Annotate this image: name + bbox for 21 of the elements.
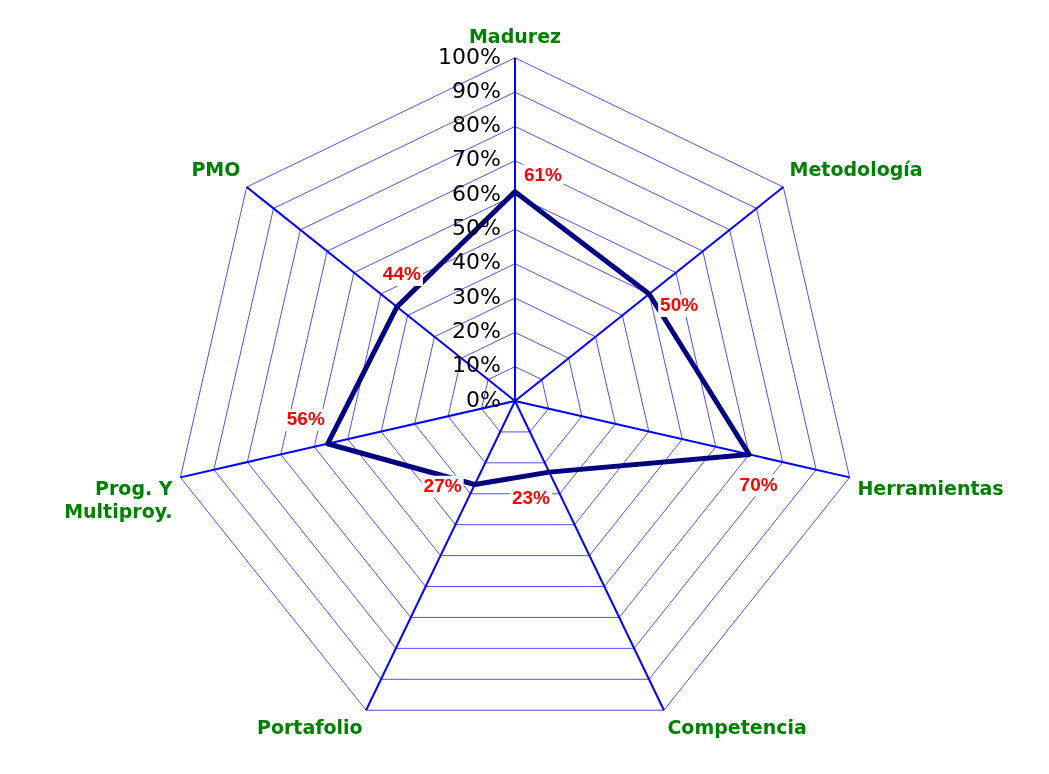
data-label: 61% xyxy=(523,163,563,185)
spoke-label: Portafolio xyxy=(256,715,363,738)
y-tick-label: 80% xyxy=(452,112,501,138)
y-tick-label: 70% xyxy=(452,146,501,172)
spoke-label: Herramientas xyxy=(857,477,1004,500)
spoke-label: Metodología xyxy=(789,157,923,180)
y-tick-label: 0% xyxy=(466,386,501,412)
data-label: 70% xyxy=(739,473,778,495)
y-tick-label: 30% xyxy=(452,283,501,309)
data-label: 50% xyxy=(660,294,699,316)
y-tick-label: 90% xyxy=(452,77,501,103)
spoke-label: PMO xyxy=(191,157,241,180)
spoke-label: Competencia xyxy=(667,715,807,738)
spoke-label: Prog. Y Multiproy. xyxy=(64,477,173,523)
data-label: 23% xyxy=(511,486,551,508)
data-label: 56% xyxy=(286,408,325,430)
y-tick-label: 60% xyxy=(452,180,501,206)
y-tick-label: 20% xyxy=(452,318,501,344)
data-label: 27% xyxy=(423,474,462,496)
y-tick-label: 40% xyxy=(452,249,501,275)
data-label: 44% xyxy=(382,263,421,285)
